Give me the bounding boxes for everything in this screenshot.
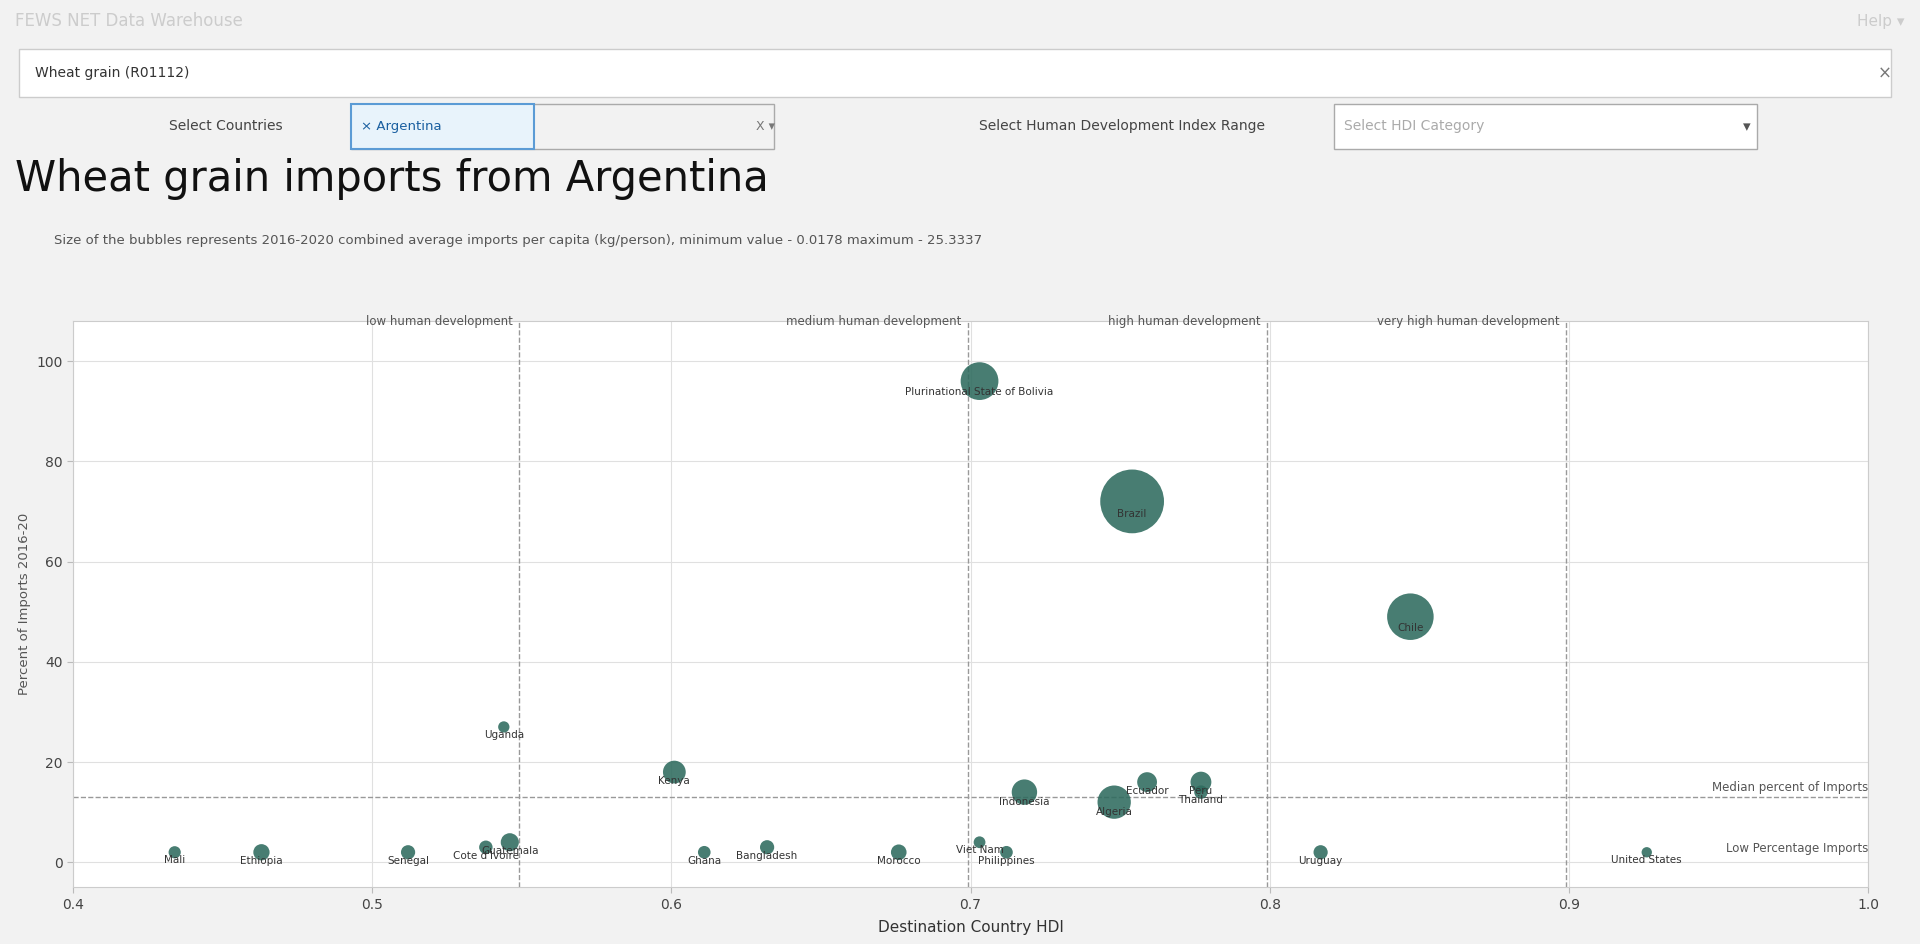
Point [689,845,720,860]
Point [394,845,424,860]
Point [659,765,689,780]
FancyBboxPatch shape [1334,104,1757,149]
Text: Select Human Development Index Range: Select Human Development Index Range [979,119,1265,133]
Y-axis label: Percent of Imports 2016-20: Percent of Imports 2016-20 [17,513,31,696]
Text: Morocco: Morocco [877,856,920,866]
Text: Viet Nam: Viet Nam [956,846,1004,855]
Text: Algeria: Algeria [1096,807,1133,818]
Point [470,840,501,855]
Point [1131,774,1162,789]
Point [488,719,518,734]
Text: Ghana: Ghana [687,855,722,866]
Point [1010,784,1041,800]
Point [753,840,783,855]
Text: ×: × [1878,64,1891,82]
Point [495,834,526,850]
Point [991,845,1021,860]
Point [1396,609,1427,624]
Text: Ethiopia: Ethiopia [240,856,282,866]
Text: Cote d'Ivoire: Cote d'Ivoire [453,851,518,861]
Text: Kenya: Kenya [659,776,689,786]
Point [964,834,995,850]
Text: Bangladesh: Bangladesh [737,851,797,861]
Text: Help ▾: Help ▾ [1857,14,1905,28]
Text: Brazil: Brazil [1117,509,1146,519]
Text: Chile: Chile [1398,623,1423,633]
Text: Uruguay: Uruguay [1298,855,1342,866]
Text: X ▾: X ▾ [756,120,776,133]
Text: Thailand: Thailand [1179,796,1223,805]
Point [883,845,914,860]
Text: Senegal: Senegal [388,855,428,866]
Text: FEWS NET Data Warehouse: FEWS NET Data Warehouse [15,12,244,30]
Text: Median percent of Imports: Median percent of Imports [1713,782,1868,794]
Point [1632,845,1663,860]
Text: Ecuador: Ecuador [1125,786,1169,796]
Text: medium human development: medium human development [785,315,962,329]
X-axis label: Destination Country HDI: Destination Country HDI [877,920,1064,936]
Text: Philippines: Philippines [977,855,1035,866]
Text: United States: United States [1611,855,1682,866]
FancyBboxPatch shape [351,104,534,149]
Point [964,374,995,389]
Text: Indonesia: Indonesia [998,797,1050,806]
Text: Uganda: Uganda [484,730,524,740]
Point [1098,795,1129,810]
Text: ▾: ▾ [1743,119,1751,134]
Text: Low Percentage Imports: Low Percentage Imports [1726,841,1868,854]
Point [1185,784,1215,800]
Text: very high human development: very high human development [1377,315,1559,329]
Text: Peru: Peru [1188,786,1213,796]
Text: Guatemala: Guatemala [482,846,538,856]
Text: Size of the bubbles represents 2016-2020 combined average imports per capita (kg: Size of the bubbles represents 2016-2020… [54,234,981,247]
Point [246,845,276,860]
Point [1185,774,1215,789]
Text: high human development: high human development [1108,315,1261,329]
Text: Plurinational State of Bolivia: Plurinational State of Bolivia [906,387,1054,396]
Point [1117,494,1148,509]
Text: Wheat grain (R01112): Wheat grain (R01112) [35,66,188,80]
Text: Wheat grain imports from Argentina: Wheat grain imports from Argentina [15,158,770,199]
FancyBboxPatch shape [19,49,1891,97]
Text: low human development: low human development [367,315,513,329]
Text: Select Countries: Select Countries [169,119,282,133]
Text: × Argentina: × Argentina [361,120,442,133]
Point [159,845,190,860]
Text: Select HDI Category: Select HDI Category [1344,119,1484,133]
Text: Mali: Mali [163,855,186,866]
Point [1306,845,1336,860]
